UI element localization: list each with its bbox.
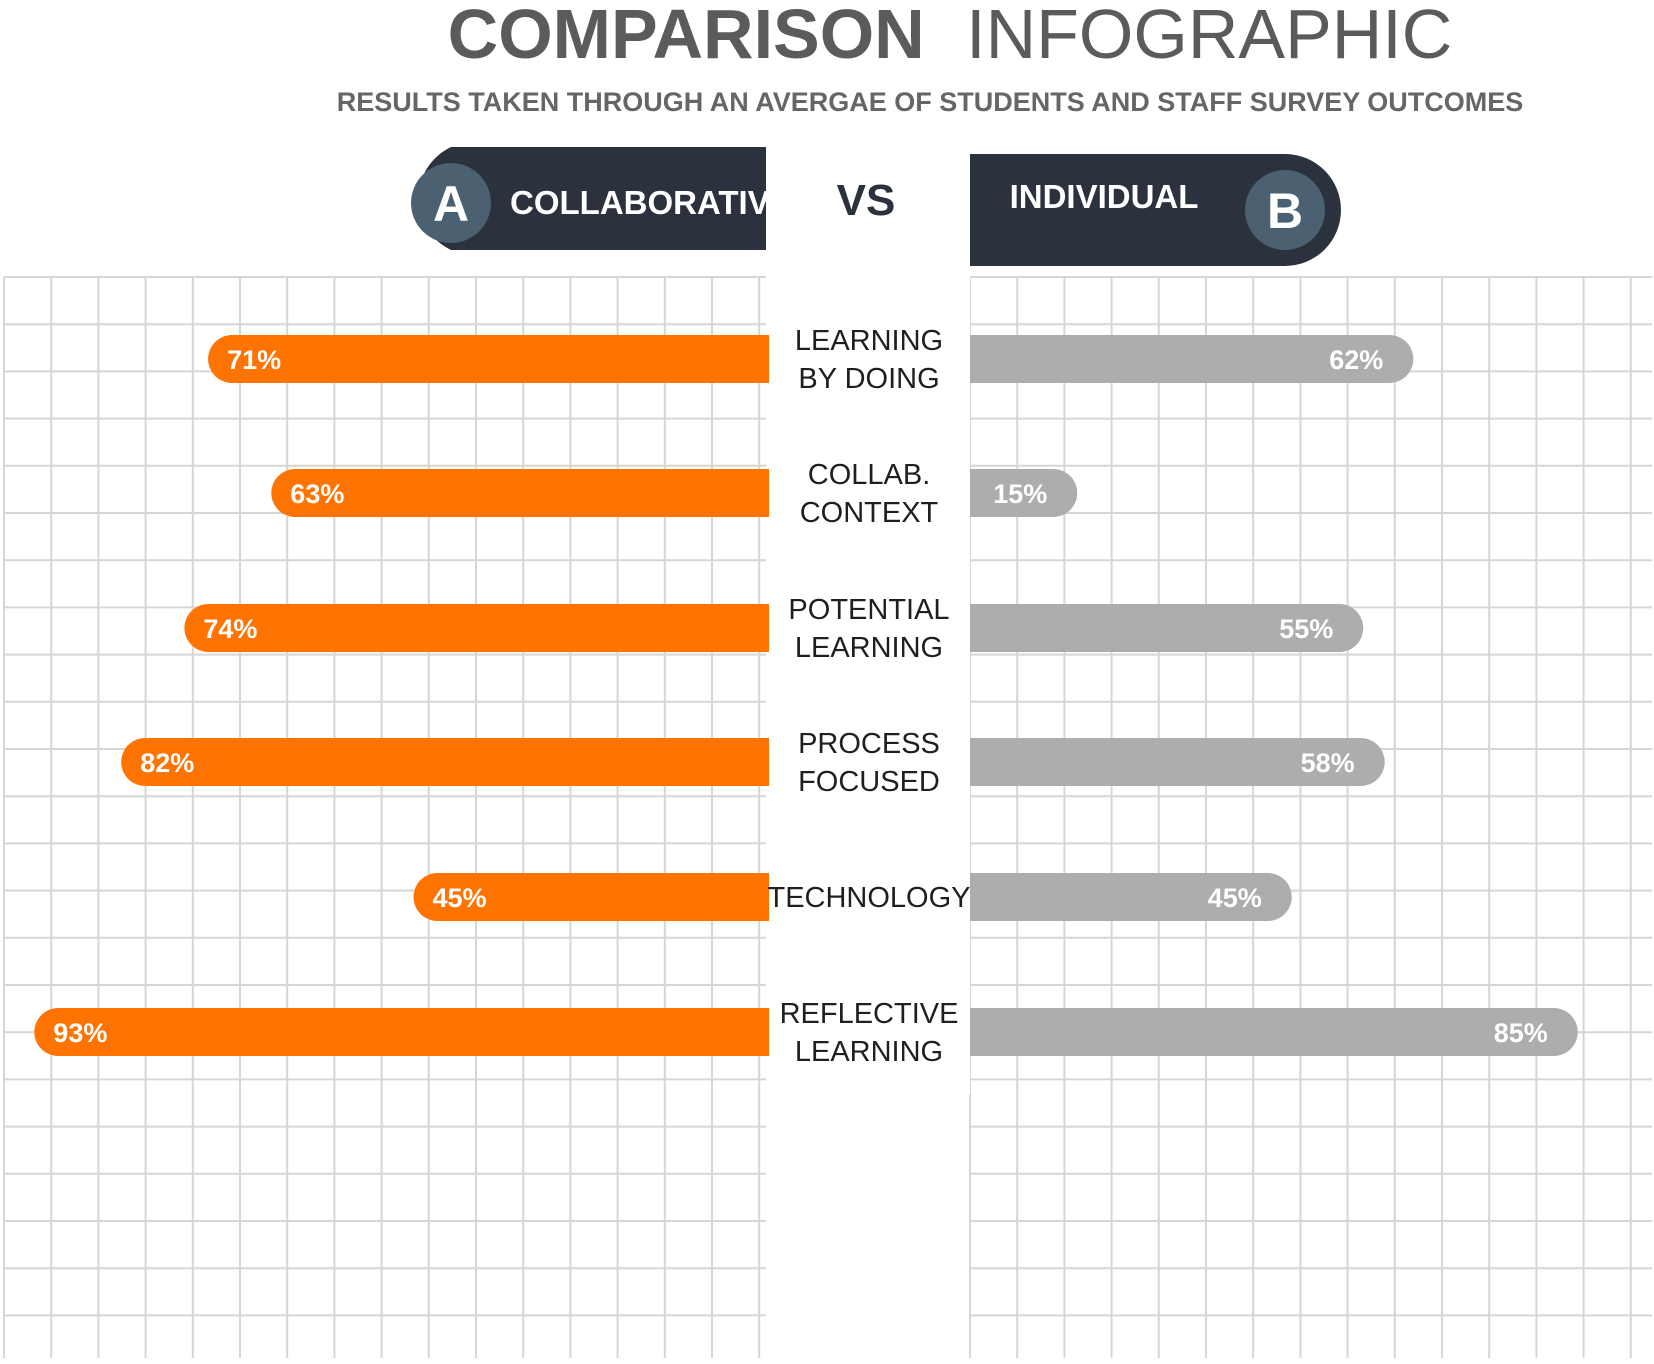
badge-a-circle [411,163,491,243]
pill-b-shape [970,154,1341,266]
bars-layer: 71% 62% 63% 15% 74% 55% 82% 58% 45% 45% 93% 85% [34,335,1578,1056]
pill-a-shape [418,147,766,250]
badge-a-letter: A [433,176,469,232]
bar-individual [970,873,1292,921]
value-label-individual: 58% [1301,748,1355,778]
badge-b-circle [1245,170,1325,250]
value-label-collaborative: 71% [227,345,281,375]
pill-a: A COLLABORATIVE [411,147,792,250]
page-title: COMPARISON INFOGRAPHIC [448,0,1453,73]
title-light: INFOGRAPHIC [966,0,1452,73]
category-label: LEARNING [795,325,943,357]
bar-collaborative [121,738,769,786]
bar-individual [970,335,1414,383]
background-grid [3,276,1652,1358]
bar-collaborative [34,1008,770,1056]
value-label-collaborative: 82% [140,748,194,778]
value-label-collaborative: 93% [53,1018,107,1048]
category-label: COLLAB. [808,459,931,491]
badge-b-letter: B [1267,183,1303,239]
value-label-collaborative: 63% [290,479,344,509]
bar-individual [970,604,1364,652]
bar-individual [970,738,1385,786]
vs-label: VS [837,176,896,225]
value-label-collaborative: 74% [203,614,257,644]
value-label-individual: 62% [1329,345,1383,375]
value-label-collaborative: 45% [433,883,487,913]
category-label: REFLECTIVE [780,998,959,1030]
bar-collaborative [184,604,769,652]
category-label: FOCUSED [798,766,940,798]
category-label: CONTEXT [800,497,939,529]
value-label-individual: 15% [993,479,1047,509]
bar-individual [970,469,1078,517]
value-label-individual: 85% [1494,1018,1548,1048]
category-label: LEARNING [795,632,943,664]
category-label: BY DOING [798,363,939,395]
category-label: PROCESS [798,728,940,760]
center-column [766,150,970,1094]
bar-collaborative [271,469,769,517]
pill-b-label: INDIVIDUAL [1010,178,1199,215]
value-label-individual: 45% [1208,883,1262,913]
bar-collaborative [413,873,769,921]
pill-a-label: COLLABORATIVE [510,184,792,221]
title-bold: COMPARISON [448,0,925,73]
bar-individual [970,1008,1578,1056]
category-labels: LEARNING BY DOING COLLAB. CONTEXT POTENTIAL L… [767,325,970,1068]
category-label: LEARNING [795,1036,943,1068]
category-label: TECHNOLOGY [767,882,970,914]
category-label: POTENTIAL [788,594,949,626]
bar-collaborative [208,335,770,383]
page-subtitle: RESULTS TAKEN THROUGH AN AVERGAE OF STUD… [337,87,1524,117]
value-label-individual: 55% [1279,614,1333,644]
pill-b: B INDIVIDUAL [970,154,1341,266]
